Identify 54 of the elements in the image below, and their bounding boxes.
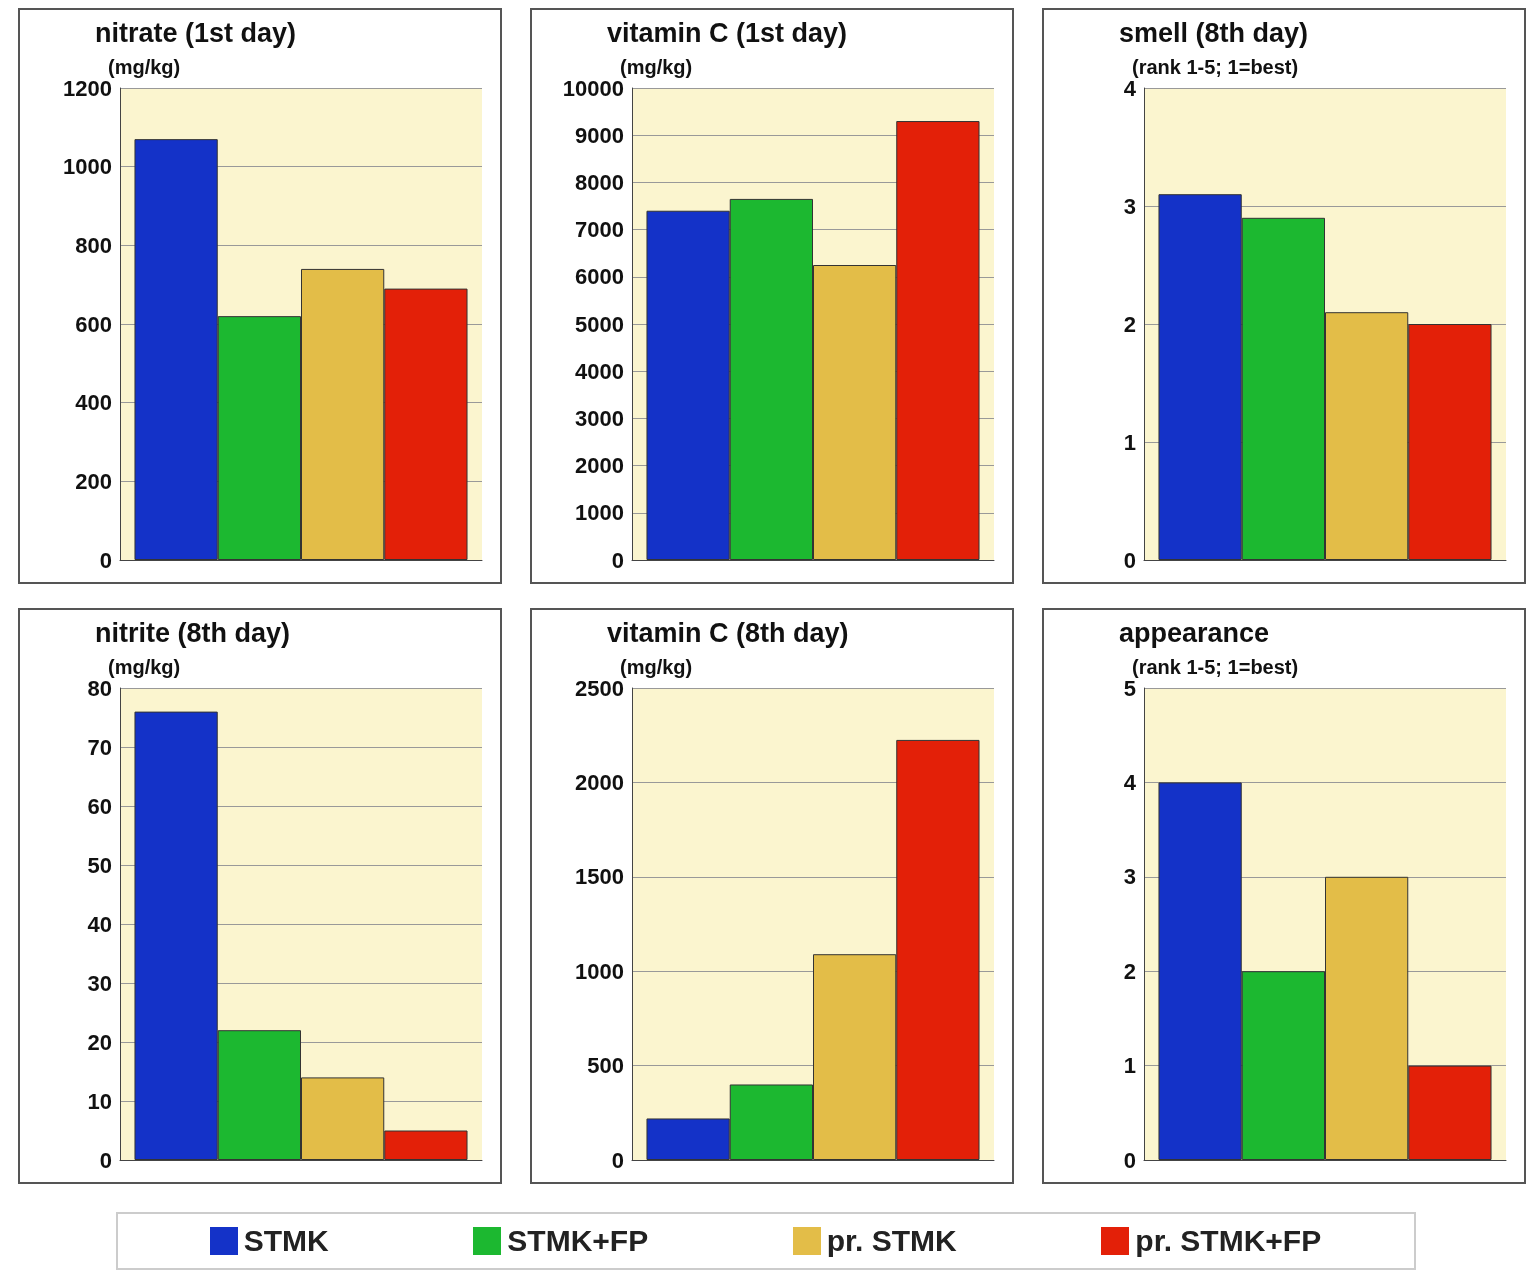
y-axis-title: (mg/kg) <box>620 656 693 679</box>
y-tick-label: 0 <box>611 547 624 573</box>
y-tick-label: 4000 <box>575 358 624 384</box>
y-tick-label: 200 <box>75 468 112 494</box>
y-tick-label: 40 <box>87 911 112 937</box>
y-tick-label: 0 <box>1123 547 1136 573</box>
y-tick-label: 2000 <box>575 453 624 479</box>
y-tick-label: 600 <box>75 311 112 337</box>
y-tick-label: 10 <box>87 1088 112 1114</box>
legend-label: STMK+FP <box>507 1224 649 1258</box>
y-tick-label: 3000 <box>575 405 624 431</box>
y-tick-label: 0 <box>611 1147 624 1173</box>
y-tick-label: 7000 <box>575 217 624 243</box>
y-tick-label: 70 <box>87 734 112 760</box>
chart-title: appearance <box>1119 617 1270 648</box>
y-tick-label: 1 <box>1123 1053 1136 1079</box>
y-tick-label: 2 <box>1123 311 1136 337</box>
chart-title: nitrate (1st day) <box>95 17 297 48</box>
y-tick-label: 3 <box>1123 193 1136 219</box>
y-tick-label: 60 <box>87 793 112 819</box>
legend-label: pr. STMK+FP <box>1135 1224 1322 1258</box>
y-tick-label: 0 <box>99 1147 112 1173</box>
y-tick-label: 400 <box>75 390 112 416</box>
y-axis-title: (mg/kg) <box>620 56 693 79</box>
y-tick-label: 8000 <box>575 169 624 195</box>
y-axis-title: (mg/kg) <box>108 56 181 79</box>
y-axis-title: (rank 1-5; 1=best) <box>1132 56 1299 79</box>
y-tick-label: 500 <box>587 1053 624 1079</box>
chart-title: vitamin C (8th day) <box>607 617 849 648</box>
y-tick-label: 50 <box>87 852 112 878</box>
y-tick-label: 4 <box>1123 769 1137 795</box>
y-axis-title: (rank 1-5; 1=best) <box>1132 656 1299 679</box>
y-tick-label: 1000 <box>63 154 112 180</box>
chart-title: smell (8th day) <box>1119 17 1309 48</box>
y-tick-label: 9000 <box>575 122 624 148</box>
y-tick-label: 20 <box>87 1029 112 1055</box>
y-tick-label: 5000 <box>575 311 624 337</box>
y-tick-label: 30 <box>87 970 112 996</box>
legend-label: STMK <box>243 1224 329 1258</box>
y-tick-label: 1 <box>1123 429 1136 455</box>
chart-title: nitrite (8th day) <box>95 617 291 648</box>
y-tick-label: 800 <box>75 232 112 258</box>
y-tick-label: 1500 <box>575 864 624 890</box>
y-tick-label: 2000 <box>575 769 624 795</box>
y-tick-label: 1000 <box>575 958 624 984</box>
y-tick-label: 2 <box>1123 958 1136 984</box>
legend-label: pr. STMK <box>826 1224 957 1258</box>
y-tick-label: 1000 <box>575 500 624 526</box>
chart-title: vitamin C (1st day) <box>607 17 848 48</box>
y-tick-label: 3 <box>1123 864 1136 890</box>
y-tick-label: 6000 <box>575 264 624 290</box>
y-tick-label: 0 <box>99 547 112 573</box>
y-tick-label: 0 <box>1123 1147 1136 1173</box>
y-axis-title: (mg/kg) <box>108 656 181 679</box>
